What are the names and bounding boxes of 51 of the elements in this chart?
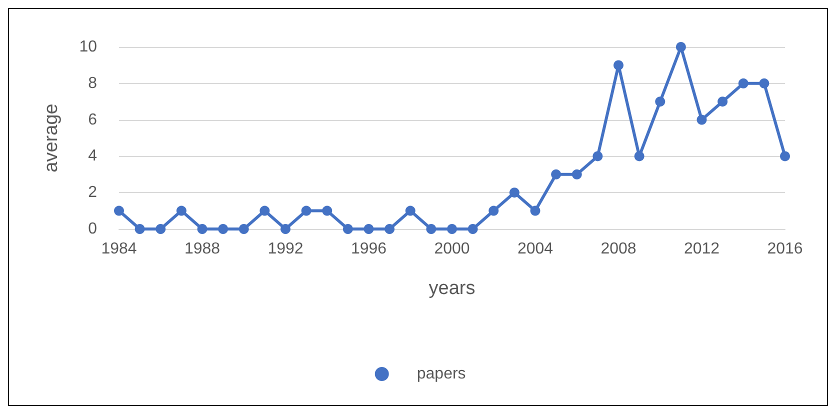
x-tick-label: 2016 xyxy=(767,240,803,258)
point xyxy=(364,224,374,234)
point xyxy=(780,151,790,162)
point xyxy=(176,206,186,216)
point xyxy=(530,206,540,216)
point xyxy=(322,206,332,216)
y-tick-label: 2 xyxy=(88,184,98,202)
point xyxy=(718,96,728,107)
point xyxy=(759,78,770,88)
point xyxy=(301,206,312,216)
point xyxy=(405,206,416,216)
point xyxy=(384,224,395,234)
x-tick-label: 1988 xyxy=(184,240,220,258)
x-axis-title: years xyxy=(428,278,476,299)
point xyxy=(447,224,457,234)
point xyxy=(280,224,290,234)
x-tick-label: 2000 xyxy=(434,240,470,258)
point xyxy=(676,42,686,52)
point xyxy=(218,224,228,234)
point xyxy=(509,188,520,198)
x-tick-label: 1984 xyxy=(101,240,137,258)
x-tick-label: 2004 xyxy=(517,240,554,258)
point xyxy=(614,60,624,70)
point xyxy=(238,224,249,234)
point xyxy=(634,151,644,162)
point xyxy=(655,96,666,107)
y-tick-label: 8 xyxy=(88,74,98,92)
point xyxy=(260,206,270,216)
x-tick-label: 1996 xyxy=(350,240,387,258)
point xyxy=(696,114,707,125)
point xyxy=(738,78,748,88)
point xyxy=(156,224,166,234)
y-axis-title: average xyxy=(41,104,62,172)
point xyxy=(551,169,562,180)
y-tick-label: 10 xyxy=(79,38,98,56)
point xyxy=(134,224,145,234)
y-tick-label: 0 xyxy=(88,220,98,238)
y-tick-label: 6 xyxy=(88,111,98,128)
point xyxy=(342,224,353,234)
point xyxy=(197,224,208,234)
x-tick-label: 2008 xyxy=(600,240,636,258)
point xyxy=(468,224,478,234)
y-tick-label: 4 xyxy=(88,148,98,165)
point xyxy=(426,224,436,234)
x-tick-label: 2012 xyxy=(684,240,720,258)
point xyxy=(572,169,582,180)
point xyxy=(488,206,499,216)
point xyxy=(114,206,124,216)
x-tick-label: 1992 xyxy=(268,240,304,258)
point xyxy=(592,151,603,162)
legend-label: papers xyxy=(416,366,466,382)
